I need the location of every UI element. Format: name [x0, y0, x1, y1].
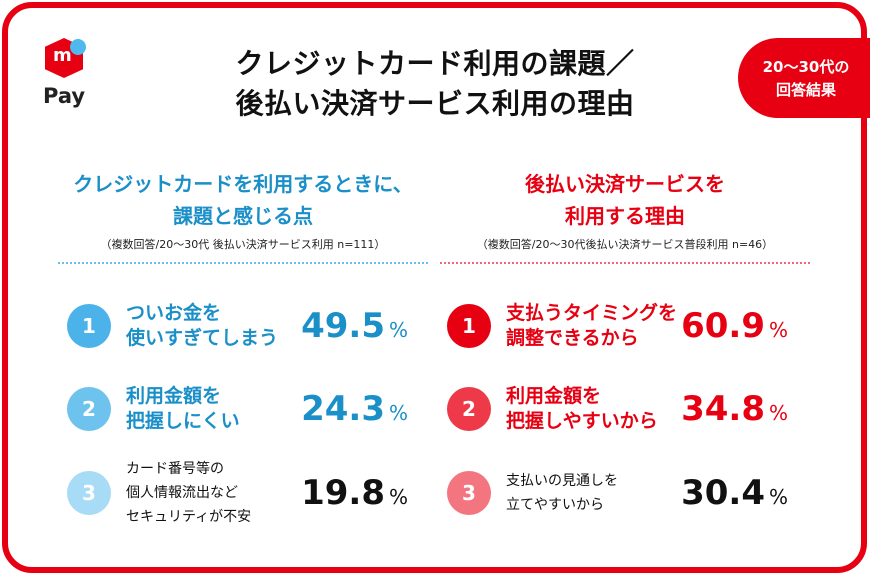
age-group-badge: 20～30代の 回答結果: [738, 38, 870, 118]
item-label: 支払うタイミングを 調整できるから: [506, 296, 677, 356]
ranking-item: 1 ついお金を使いすぎてしまう 49.5%: [58, 296, 428, 356]
ranking-item: 3 支払いの見通しを 立てやすいから 30.4%: [438, 463, 808, 523]
percentage-value: 34.8%: [681, 387, 788, 435]
value: 34.8: [681, 389, 765, 429]
label-line: 把握しにくい: [126, 410, 240, 432]
value: 30.4: [681, 473, 765, 513]
unit: %: [388, 318, 408, 342]
dotted-divider: [58, 262, 428, 264]
label-line: セキュリティが不安: [126, 509, 252, 525]
bnpl-reasons-section: 後払い決済サービスを 利用する理由 （複数回答/20～30代後払い決済サービス普…: [440, 168, 810, 264]
section-heading: クレジットカードを利用するときに、 課題と感じる点: [58, 168, 428, 232]
label-line: ついお金を: [126, 302, 222, 324]
label-line: 利用金額を: [506, 385, 602, 407]
label-line: カード番号等の: [126, 461, 224, 477]
title-line-1: クレジットカード利用の課題／: [235, 47, 635, 80]
unit: %: [388, 485, 408, 509]
item-label: 利用金額を把握しやすいから: [506, 379, 658, 439]
ranking-item: 2 利用金額を把握しにくい 24.3%: [58, 379, 428, 439]
percentage-value: 24.3%: [301, 387, 408, 435]
label-line: 把握しやすいから: [506, 410, 658, 432]
heading-line-1: 後払い決済サービスを: [525, 172, 725, 196]
label-line: 個人情報流出など: [126, 485, 238, 501]
logo-dot-icon: [70, 39, 86, 55]
item-label: 利用金額を把握しにくい: [126, 379, 240, 439]
logo-mark: m: [53, 45, 72, 66]
rank-1-badge: 1: [447, 304, 491, 348]
unit: %: [768, 318, 788, 342]
rank-2-badge: 2: [447, 387, 491, 431]
label-line: 支払いの見通しを: [506, 473, 618, 489]
rank-3-badge: 3: [447, 471, 491, 515]
survey-note: （複数回答/20～30代後払い決済サービス普段利用 n=46）: [476, 238, 774, 251]
value: 19.8: [301, 473, 385, 513]
credit-card-issues-section: クレジットカードを利用するときに、 課題と感じる点 （複数回答/20～30代 後…: [58, 168, 428, 264]
percentage-value: 49.5%: [301, 304, 408, 352]
rank-1-badge: 1: [67, 304, 111, 348]
heading-line-1: クレジットカードを利用するときに、: [73, 172, 413, 196]
ranking-item: 1 支払うタイミングを 調整できるから 60.9%: [438, 296, 808, 356]
label-line: 立てやすいから: [506, 497, 604, 513]
merpay-logo: m Pay: [40, 33, 100, 113]
label-line: 使いすぎてしまう: [126, 327, 279, 349]
label-line: 支払うタイミングを: [506, 302, 678, 324]
value: 60.9: [681, 306, 765, 346]
badge-line-1: 20～30代の: [762, 58, 850, 76]
value: 24.3: [301, 389, 385, 429]
unit: %: [768, 485, 788, 509]
item-label: カード番号等の 個人情報流出など セキュリティが不安: [126, 461, 251, 525]
percentage-value: 60.9%: [681, 304, 788, 352]
rank-2-badge: 2: [67, 387, 111, 431]
heading-line-2: 課題と感じる点: [173, 204, 313, 228]
label-line: 利用金額を: [126, 385, 222, 407]
percentage-value: 30.4%: [681, 471, 788, 519]
rank-3-badge: 3: [67, 471, 111, 515]
percentage-value: 19.8%: [301, 471, 408, 519]
heading-line-2: 利用する理由: [565, 204, 685, 228]
value: 49.5: [301, 306, 385, 346]
page-title: クレジットカード利用の課題／ 後払い決済サービス利用の理由: [150, 44, 720, 124]
section-heading: 後払い決済サービスを 利用する理由: [440, 168, 810, 232]
item-label: ついお金を使いすぎてしまう: [126, 296, 278, 356]
label-line: 調整できるから: [506, 327, 639, 349]
unit: %: [388, 401, 408, 425]
badge-line-2: 回答結果: [775, 81, 836, 99]
unit: %: [768, 401, 788, 425]
title-line-2: 後払い決済サービス利用の理由: [235, 87, 635, 120]
item-label: 支払いの見通しを 立てやすいから: [506, 463, 618, 523]
logo-text: Pay: [43, 84, 86, 108]
dotted-divider: [440, 262, 810, 264]
ranking-item: 3 カード番号等の 個人情報流出など セキュリティが不安 19.8%: [58, 461, 428, 525]
survey-note: （複数回答/20～30代 後払い決済サービス利用 n=111）: [100, 238, 386, 251]
ranking-item: 2 利用金額を把握しやすいから 34.8%: [438, 379, 808, 439]
